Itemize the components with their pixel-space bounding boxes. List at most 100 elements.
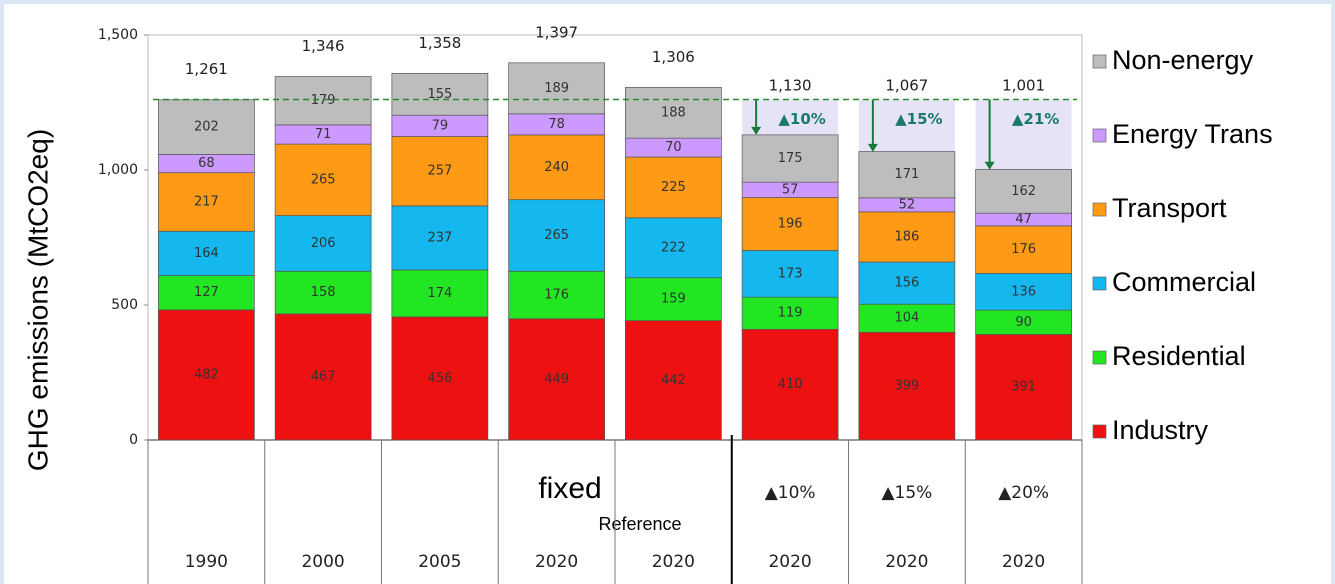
segment-label: 90: [1015, 315, 1032, 330]
y-tick-label: 1,500: [98, 27, 138, 43]
x-tick-label: 2020: [652, 552, 695, 572]
bar-segment: [975, 169, 1072, 214]
reduction-box: [858, 99, 955, 152]
x-tick-label: 2020: [885, 552, 928, 572]
segment-label: 68: [198, 156, 215, 171]
legend-swatch: [1092, 54, 1107, 69]
segment-label: 176: [544, 288, 569, 303]
bar-segment: [858, 261, 956, 305]
bar-segment: [274, 215, 372, 272]
arrow-head: [867, 143, 878, 152]
segment-label: 52: [899, 197, 916, 212]
bar-segment: [158, 230, 255, 276]
bar-segment: [508, 62, 605, 115]
reduction-box: [975, 99, 1072, 170]
reduction-label: ▲10%: [778, 110, 825, 128]
legend-label: Non-energy: [1112, 45, 1254, 75]
segment-label: 442: [661, 373, 686, 388]
segment-label: 265: [311, 172, 336, 187]
segment-label: 119: [778, 306, 803, 321]
legend-swatch: [1092, 424, 1107, 439]
segment-label: 410: [778, 377, 803, 392]
segment-label: 47: [1015, 212, 1032, 227]
segment-label: 176: [1011, 242, 1036, 257]
bar-segment: [858, 303, 956, 333]
legend-swatch: [1092, 128, 1107, 143]
segment-label: 171: [894, 167, 919, 182]
reduction-label: ▲21%: [1012, 110, 1059, 128]
bar-segment: [391, 316, 489, 441]
bar-segment: [741, 250, 839, 298]
bar-segment: [741, 328, 839, 441]
segment-label: 156: [894, 276, 919, 291]
bar-segment: [508, 270, 605, 320]
segment-label: 173: [778, 266, 803, 281]
bar-segment: [158, 275, 255, 311]
segment-label: 222: [661, 240, 686, 255]
y-axis-label: GHG emissions (MtCO2eq): [22, 129, 53, 471]
total-label: 1,358: [418, 34, 461, 52]
segment-label: 179: [311, 93, 336, 108]
scenario-label: ▲20%: [998, 483, 1049, 503]
total-label: 1,261: [185, 60, 228, 78]
legend-swatch: [1092, 350, 1107, 365]
reduction-label: ▲15%: [895, 110, 942, 128]
y-tick-label: 500: [111, 297, 138, 313]
scenario-label: ▲15%: [881, 483, 932, 503]
legend-label: Energy Trans: [1112, 119, 1273, 149]
scenario-label: ▲10%: [765, 483, 816, 503]
total-label: 1,346: [302, 37, 345, 55]
bar-segment: [274, 143, 372, 216]
x-tick-label: 2020: [535, 552, 578, 572]
arrow-head: [984, 161, 995, 170]
segment-label: 174: [427, 286, 452, 301]
bar-segment: [391, 269, 489, 318]
x-tick-label: 1990: [185, 552, 228, 572]
legend-label: Transport: [1112, 193, 1227, 223]
bar-segment: [858, 211, 956, 263]
total-label: 1,306: [652, 48, 695, 66]
segment-label: 159: [661, 292, 686, 307]
segment-label: 449: [544, 372, 569, 387]
legend-label: Industry: [1112, 415, 1209, 445]
bar-segment: [625, 320, 722, 441]
total-label: 1,067: [885, 77, 928, 95]
segment-label: 175: [778, 151, 803, 166]
segment-label: 237: [427, 230, 452, 245]
y-tick-label: 1,000: [98, 162, 138, 178]
segment-label: 158: [311, 285, 336, 300]
x-tick-label: 2020: [768, 552, 811, 572]
legend-label: Residential: [1112, 341, 1246, 371]
segment-label: 127: [194, 285, 219, 300]
bar-segment: [391, 136, 489, 207]
bar-segment: [975, 334, 1072, 441]
total-label: 1,001: [1002, 77, 1045, 95]
segment-label: 202: [194, 120, 219, 135]
bar-segment: [508, 318, 605, 441]
total-label: 1,397: [535, 23, 578, 41]
bar-segment: [858, 151, 956, 199]
segment-label: 265: [544, 228, 569, 243]
segment-label: 186: [894, 229, 919, 244]
segment-label: 57: [782, 182, 799, 197]
segment-label: 206: [311, 236, 336, 251]
segment-label: 482: [194, 367, 219, 382]
bar-segment: [158, 309, 255, 441]
segment-label: 189: [544, 81, 569, 96]
segment-label: 391: [1011, 380, 1036, 395]
segment-label: 467: [311, 369, 336, 384]
bar-segment: [391, 72, 489, 116]
legend-swatch: [1092, 202, 1107, 217]
bar-segment: [975, 309, 1072, 335]
legend-swatch: [1092, 276, 1107, 291]
fixed-label: fixed: [538, 472, 601, 505]
segment-label: 217: [194, 194, 219, 209]
segment-label: 257: [427, 164, 452, 179]
bar-segment: [274, 313, 372, 441]
y-tick-label: 0: [129, 432, 138, 448]
segment-label: 188: [661, 105, 686, 120]
segment-label: 78: [548, 117, 565, 132]
segment-label: 70: [665, 140, 682, 155]
segment-label: 71: [315, 127, 332, 142]
